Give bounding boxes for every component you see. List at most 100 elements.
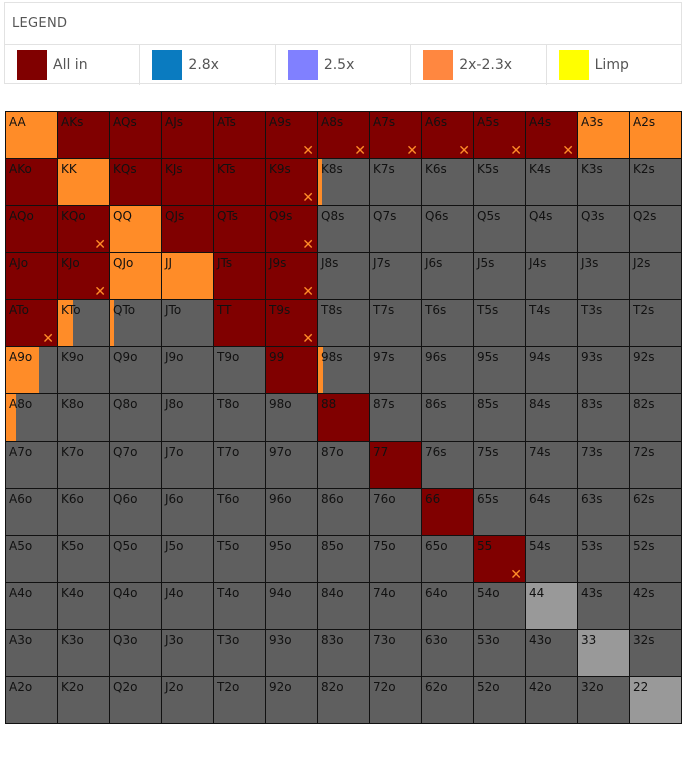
hand-cell-K2s[interactable]: K2s [630,159,682,207]
hand-cell-62s[interactable]: 62s [630,488,682,536]
hand-cell-AQs[interactable]: AQs [110,112,162,160]
hand-cell-KK[interactable]: KK [58,159,110,207]
hand-cell-T2o[interactable]: T2o [214,676,266,724]
hand-cell-64s[interactable]: 64s [526,488,578,536]
hand-cell-AQo[interactable]: AQo [6,206,58,254]
hand-cell-KTs[interactable]: KTs [214,159,266,207]
hand-cell-T9s[interactable]: T9s ✕ [266,300,318,348]
hand-cell-72s[interactable]: 72s [630,441,682,489]
hand-cell-A9s[interactable]: A9s ✕ [266,112,318,160]
hand-cell-A2s[interactable]: A2s [630,112,682,160]
hand-cell-K3s[interactable]: K3s [578,159,630,207]
hand-cell-AJs[interactable]: AJs [162,112,214,160]
hand-cell-A8o[interactable]: A8o [6,394,58,442]
hand-cell-Q2s[interactable]: Q2s [630,206,682,254]
hand-cell-65s[interactable]: 65s [474,488,526,536]
hand-cell-Q3o[interactable]: Q3o [110,629,162,677]
hand-cell-KJo[interactable]: KJo ✕ [58,253,110,301]
hand-cell-K9o[interactable]: K9o [58,347,110,395]
hand-cell-K7s[interactable]: K7s [370,159,422,207]
hand-cell-32s[interactable]: 32s [630,629,682,677]
hand-cell-Q4o[interactable]: Q4o [110,582,162,630]
hand-cell-K4o[interactable]: K4o [58,582,110,630]
hand-cell-66[interactable]: 66 [422,488,474,536]
hand-cell-T3o[interactable]: T3o [214,629,266,677]
hand-cell-A8s[interactable]: A8s ✕ [318,112,370,160]
hand-cell-J6o[interactable]: J6o [162,488,214,536]
hand-cell-83o[interactable]: 83o [318,629,370,677]
hand-cell-T8o[interactable]: T8o [214,394,266,442]
hand-cell-63s[interactable]: 63s [578,488,630,536]
hand-cell-88[interactable]: 88 [318,394,370,442]
hand-cell-J8o[interactable]: J8o [162,394,214,442]
hand-cell-74s[interactable]: 74s [526,441,578,489]
hand-cell-Q8s[interactable]: Q8s [318,206,370,254]
hand-cell-J5s[interactable]: J5s [474,253,526,301]
hand-cell-QQ[interactable]: QQ [110,206,162,254]
hand-cell-98s[interactable]: 98s [318,347,370,395]
hand-cell-82s[interactable]: 82s [630,394,682,442]
hand-cell-KQs[interactable]: KQs [110,159,162,207]
hand-cell-A5o[interactable]: A5o [6,535,58,583]
hand-cell-53s[interactable]: 53s [578,535,630,583]
hand-cell-73o[interactable]: 73o [370,629,422,677]
hand-cell-K8s[interactable]: K8s [318,159,370,207]
hand-cell-AKo[interactable]: AKo [6,159,58,207]
hand-cell-J2s[interactable]: J2s [630,253,682,301]
hand-cell-K6o[interactable]: K6o [58,488,110,536]
hand-cell-A7s[interactable]: A7s ✕ [370,112,422,160]
hand-cell-ATo[interactable]: ATo ✕ [6,300,58,348]
hand-cell-JTs[interactable]: JTs [214,253,266,301]
hand-cell-82o[interactable]: 82o [318,676,370,724]
hand-cell-A6s[interactable]: A6s ✕ [422,112,474,160]
hand-cell-JJ[interactable]: JJ [162,253,214,301]
hand-cell-86o[interactable]: 86o [318,488,370,536]
hand-cell-92o[interactable]: 92o [266,676,318,724]
hand-cell-J7o[interactable]: J7o [162,441,214,489]
hand-cell-QTo[interactable]: QTo [110,300,162,348]
hand-cell-A5s[interactable]: A5s ✕ [474,112,526,160]
hand-cell-A9o[interactable]: A9o [6,347,58,395]
hand-cell-T5s[interactable]: T5s [474,300,526,348]
hand-cell-T6s[interactable]: T6s [422,300,474,348]
hand-cell-54s[interactable]: 54s [526,535,578,583]
hand-cell-Q3s[interactable]: Q3s [578,206,630,254]
hand-cell-T6o[interactable]: T6o [214,488,266,536]
hand-cell-QJo[interactable]: QJo [110,253,162,301]
hand-cell-87o[interactable]: 87o [318,441,370,489]
hand-cell-96o[interactable]: 96o [266,488,318,536]
hand-cell-J8s[interactable]: J8s [318,253,370,301]
hand-cell-75o[interactable]: 75o [370,535,422,583]
hand-cell-43o[interactable]: 43o [526,629,578,677]
hand-cell-T7o[interactable]: T7o [214,441,266,489]
hand-cell-Q7o[interactable]: Q7o [110,441,162,489]
hand-cell-Q8o[interactable]: Q8o [110,394,162,442]
hand-cell-K4s[interactable]: K4s [526,159,578,207]
hand-cell-K7o[interactable]: K7o [58,441,110,489]
hand-cell-86s[interactable]: 86s [422,394,474,442]
hand-cell-54o[interactable]: 54o [474,582,526,630]
hand-cell-53o[interactable]: 53o [474,629,526,677]
hand-cell-T3s[interactable]: T3s [578,300,630,348]
hand-cell-ATs[interactable]: ATs [214,112,266,160]
hand-cell-A7o[interactable]: A7o [6,441,58,489]
hand-cell-AJo[interactable]: AJo [6,253,58,301]
hand-cell-93s[interactable]: 93s [578,347,630,395]
hand-cell-22[interactable]: 22 [630,676,682,724]
hand-cell-95s[interactable]: 95s [474,347,526,395]
hand-cell-76o[interactable]: 76o [370,488,422,536]
hand-cell-T7s[interactable]: T7s [370,300,422,348]
hand-cell-85s[interactable]: 85s [474,394,526,442]
hand-cell-87s[interactable]: 87s [370,394,422,442]
hand-cell-T8s[interactable]: T8s [318,300,370,348]
hand-cell-98o[interactable]: 98o [266,394,318,442]
hand-cell-76s[interactable]: 76s [422,441,474,489]
hand-cell-32o[interactable]: 32o [578,676,630,724]
hand-cell-K2o[interactable]: K2o [58,676,110,724]
hand-cell-52o[interactable]: 52o [474,676,526,724]
hand-cell-33[interactable]: 33 [578,629,630,677]
hand-cell-KJs[interactable]: KJs [162,159,214,207]
hand-cell-84o[interactable]: 84o [318,582,370,630]
hand-cell-J3o[interactable]: J3o [162,629,214,677]
hand-cell-75s[interactable]: 75s [474,441,526,489]
